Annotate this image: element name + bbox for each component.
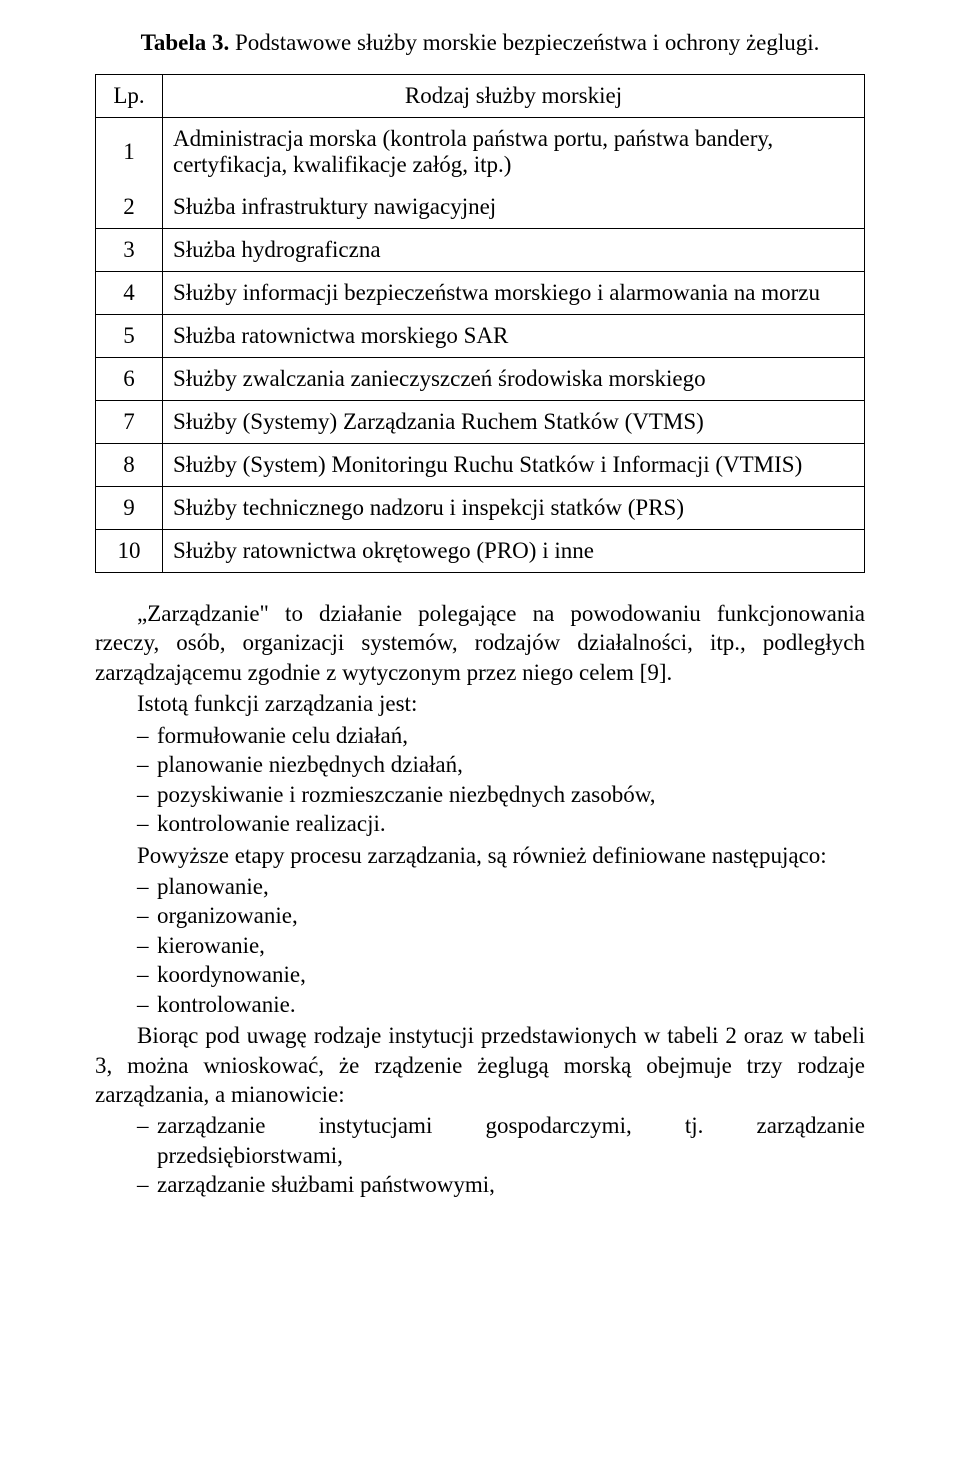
document-page: Tabela 3. Podstawowe służby morskie bezp… [0,0,960,1477]
services-table: Lp. Rodzaj służby morskiej 1 Administrac… [95,74,865,573]
paragraph: Istotą funkcji zarządzania jest: [95,689,865,718]
paragraph: „Zarządzanie" to działanie polegające na… [95,599,865,687]
cell-desc: Służby (System) Monitoringu Ruchu Statkó… [163,444,865,487]
cell-desc: Służby informacji bezpieczeństwa morskie… [163,272,865,315]
caption-rest: Podstawowe służby morskie bezpieczeństwa… [229,30,819,55]
header-lp: Lp. [96,75,163,118]
cell-desc: Służby (Systemy) Zarządzania Ruchem Stat… [163,401,865,444]
cell-desc: Administracja morska (kontrola państwa p… [163,118,865,187]
table-row: 4 Służby informacji bezpieczeństwa morsk… [96,272,865,315]
cell-lp: 2 [96,186,163,229]
list-item: zarządzanie instytucjami gospodarczymi, … [95,1111,865,1170]
table-row: 3 Służba hydrograficzna [96,229,865,272]
cell-lp: 3 [96,229,163,272]
body-text: „Zarządzanie" to działanie polegające na… [95,599,865,1200]
table-row: 6 Służby zwalczania zanieczyszczeń środo… [96,358,865,401]
table-row: 1 Administracja morska (kontrola państwa… [96,118,865,187]
list-item: kierowanie, [95,931,865,960]
bullet-list: formułowanie celu działań, planowanie ni… [95,721,865,839]
list-item: kontrolowanie realizacji. [95,809,865,838]
cell-lp: 1 [96,118,163,187]
table-caption: Tabela 3. Podstawowe służby morskie bezp… [95,30,865,56]
list-item: organizowanie, [95,901,865,930]
cell-desc: Służba ratownictwa morskiego SAR [163,315,865,358]
list-item: zarządzanie służbami państwowymi, [95,1170,865,1199]
list-item: kontrolowanie. [95,990,865,1019]
table-row: 7 Służby (Systemy) Zarządzania Ruchem St… [96,401,865,444]
list-item: koordynowanie, [95,960,865,989]
table-row: 5 Służba ratownictwa morskiego SAR [96,315,865,358]
cell-lp: 4 [96,272,163,315]
cell-desc: Służba hydrograficzna [163,229,865,272]
cell-desc: Służby technicznego nadzoru i inspekcji … [163,487,865,530]
cell-lp: 6 [96,358,163,401]
header-desc: Rodzaj służby morskiej [163,75,865,118]
table-row: 2 Służba infrastruktury nawigacyjnej [96,186,865,229]
table-row: 9 Służby technicznego nadzoru i inspekcj… [96,487,865,530]
cell-lp: 5 [96,315,163,358]
paragraph: Biorąc pod uwagę rodzaje instytucji prze… [95,1021,865,1109]
list-item: planowanie, [95,872,865,901]
cell-desc: Służby ratownictwa okrętowego (PRO) i in… [163,530,865,573]
bullet-list: planowanie, organizowanie, kierowanie, k… [95,872,865,1019]
table-header-row: Lp. Rodzaj służby morskiej [96,75,865,118]
list-item: formułowanie celu działań, [95,721,865,750]
list-item: pozyskiwanie i rozmieszczanie niezbędnyc… [95,780,865,809]
bullet-list: zarządzanie instytucjami gospodarczymi, … [95,1111,865,1199]
cell-lp: 10 [96,530,163,573]
cell-desc: Służba infrastruktury nawigacyjnej [163,186,865,229]
table-row: 10 Służby ratownictwa okrętowego (PRO) i… [96,530,865,573]
paragraph: Powyższe etapy procesu zarządzania, są r… [95,841,865,870]
cell-desc: Służby zwalczania zanieczyszczeń środowi… [163,358,865,401]
table-row: 8 Służby (System) Monitoringu Ruchu Stat… [96,444,865,487]
cell-lp: 9 [96,487,163,530]
cell-lp: 8 [96,444,163,487]
cell-lp: 7 [96,401,163,444]
caption-bold: Tabela 3. [141,30,230,55]
list-item: planowanie niezbędnych działań, [95,750,865,779]
